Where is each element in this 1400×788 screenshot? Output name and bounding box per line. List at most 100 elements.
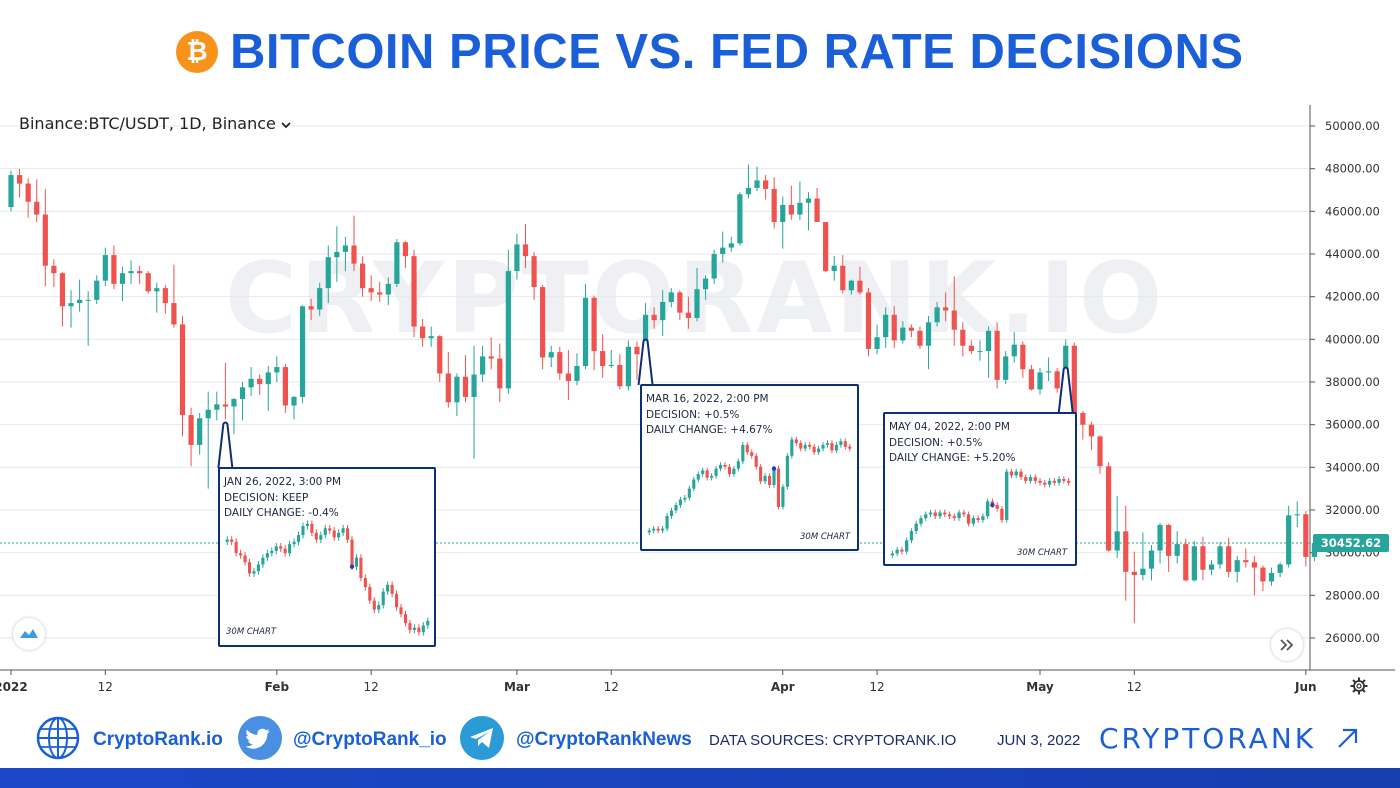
mini-candle <box>839 438 843 448</box>
symbol-label-text: Binance:BTC/USDT, 1D, Binance <box>19 114 276 133</box>
candle-body <box>865 292 872 349</box>
candle <box>128 260 134 284</box>
candle-body <box>265 372 271 385</box>
mini-30m-chart <box>890 468 1071 559</box>
mini-candle <box>905 537 909 555</box>
website-link[interactable]: CryptoRank.io <box>93 729 223 750</box>
candle-body <box>985 330 992 352</box>
mini-candle <box>1024 474 1028 484</box>
candle <box>145 271 151 294</box>
candle <box>1045 357 1052 381</box>
candle-body <box>454 376 460 403</box>
mini-candle <box>790 436 794 459</box>
mini-candle-body <box>403 614 408 624</box>
candle <box>531 251 537 300</box>
candle-body <box>745 187 752 195</box>
price-tick-label: 48000.00 <box>1325 162 1380 176</box>
telegram-icon <box>460 716 504 760</box>
mini-candle <box>812 444 816 455</box>
candle-body <box>848 280 854 291</box>
candle-body <box>788 204 794 215</box>
candle-body <box>1226 546 1232 572</box>
candle <box>720 231 726 263</box>
symbol-selector[interactable]: Binance:BTC/USDT, 1D, Binance <box>19 114 292 133</box>
mini-candle <box>350 536 354 571</box>
mini-candle-body <box>928 512 933 515</box>
mini-candle-body <box>1028 477 1033 481</box>
mini-candle-body <box>962 512 966 515</box>
candle-body <box>874 337 880 349</box>
candle-body <box>351 245 357 264</box>
mini-candle-body <box>341 528 345 533</box>
candle-body <box>325 257 331 289</box>
mini-candle-body <box>399 607 403 615</box>
mini-candle <box>243 552 247 566</box>
candle <box>565 350 571 401</box>
mini-candle <box>1043 479 1047 488</box>
candle <box>677 290 683 321</box>
candle-body <box>179 324 186 416</box>
scroll-to-realtime-button[interactable] <box>1271 629 1303 661</box>
candle-body <box>1200 546 1206 570</box>
bottom-bar <box>0 768 1400 788</box>
mini-candle <box>890 550 895 559</box>
candle-body <box>642 314 649 355</box>
candle <box>1243 548 1249 568</box>
mini-candle <box>678 496 682 508</box>
mini-candle-body <box>767 475 772 485</box>
candle-body <box>685 312 692 318</box>
candle <box>265 366 271 411</box>
candle <box>188 407 194 467</box>
candle-body <box>394 242 400 284</box>
candle <box>59 272 66 327</box>
mini-candle <box>924 511 928 521</box>
candle-body <box>831 265 837 272</box>
candle-body <box>1157 524 1163 551</box>
mini-candle-body <box>981 516 985 520</box>
mini-candle <box>1000 505 1004 523</box>
mini-candle-body <box>976 518 980 520</box>
candle-body <box>437 336 443 374</box>
candle-body <box>85 299 91 301</box>
candle <box>823 222 829 273</box>
candle-body <box>1045 371 1052 373</box>
candle-body <box>1011 344 1017 357</box>
time-tick-label: Apr <box>771 680 795 694</box>
settings-gear-icon[interactable] <box>1350 677 1368 695</box>
price-chart[interactable]: CRYPTORANK.IO 50000.00 48000.00 46000.00 44… <box>0 105 1400 700</box>
mini-candle <box>345 524 350 543</box>
candle-body <box>480 356 486 375</box>
candle <box>171 264 177 328</box>
mini-candle <box>341 524 345 537</box>
candle <box>848 279 854 295</box>
mini-candle-body <box>247 562 252 574</box>
time-tick-label: 12 <box>98 680 113 694</box>
mini-candle-body <box>705 470 709 478</box>
candle <box>771 177 777 229</box>
candle-body <box>248 378 254 388</box>
mini-candle-body <box>909 531 914 541</box>
twitter-icon <box>238 716 282 760</box>
candle <box>248 367 254 396</box>
mini-candle-body <box>328 528 332 531</box>
mini-candle-body <box>390 584 394 594</box>
mini-candle <box>692 476 696 492</box>
chevron-down-icon <box>281 121 291 128</box>
candle-body <box>582 297 589 366</box>
candle <box>1020 341 1026 378</box>
mini-candle <box>1052 478 1056 486</box>
candle <box>351 215 357 272</box>
candle <box>385 277 391 306</box>
mini-candle <box>971 515 976 527</box>
mini-candle-body <box>265 553 269 558</box>
mini-candle <box>310 520 314 537</box>
tradingview-logo-button[interactable] <box>13 618 45 650</box>
candle <box>951 276 957 346</box>
telegram-handle-link[interactable]: @CryptoRankNews <box>516 729 692 750</box>
candle <box>617 354 623 390</box>
twitter-handle-link[interactable]: @CryptoRank_io <box>293 729 447 750</box>
mini-candle-body <box>1052 480 1056 483</box>
mini-candle-body <box>234 541 238 554</box>
mini-candle <box>710 473 714 481</box>
candle <box>1131 551 1137 624</box>
